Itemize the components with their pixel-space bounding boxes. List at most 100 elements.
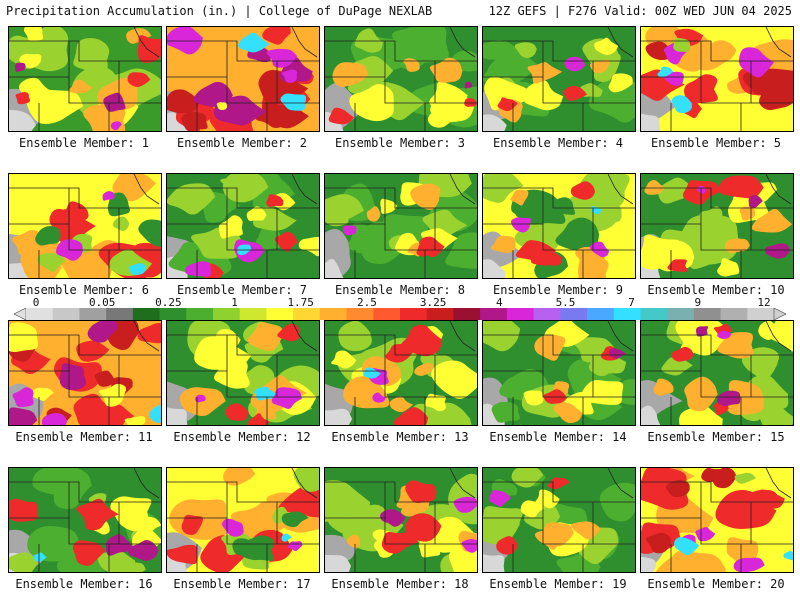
precip-contour <box>543 389 568 404</box>
precip-contour <box>405 513 442 542</box>
precip-contour <box>688 249 720 270</box>
ensemble-member-label: Ensemble Member: 6 <box>18 283 150 297</box>
precip-contour <box>717 258 740 277</box>
precip-field <box>325 468 477 572</box>
state-boundary <box>483 187 635 209</box>
precip-contour <box>277 323 300 342</box>
colorbar-min-arrow <box>14 308 27 320</box>
precip-contour <box>31 387 54 401</box>
precip-contour <box>110 121 122 131</box>
precip-field <box>167 321 319 425</box>
ensemble-member-label: Ensemble Member: 13 <box>331 430 469 444</box>
ensemble-member-label: Ensemble Member: 18 <box>331 577 469 591</box>
precip-contour <box>332 62 369 87</box>
precip-contour <box>431 360 477 399</box>
precip-contour <box>424 393 446 412</box>
precip-contour <box>589 241 610 258</box>
precip-contour <box>717 332 754 359</box>
state-boundary <box>226 224 319 251</box>
precip-contour <box>692 42 733 71</box>
ensemble-map-panel <box>482 173 636 279</box>
precip-contour <box>608 348 627 359</box>
precip-contour <box>76 340 110 362</box>
precip-contour <box>598 201 622 223</box>
precip-contour <box>372 392 386 403</box>
precip-contour <box>363 367 381 379</box>
ensemble-member-label: Ensemble Member: 15 <box>647 430 785 444</box>
state-boundary <box>607 174 634 205</box>
precip-contour <box>33 552 47 562</box>
precip-contour <box>331 350 357 369</box>
state-boundary <box>449 321 476 352</box>
low-precip-area <box>325 554 351 572</box>
precip-contour <box>338 321 372 352</box>
precip-contour <box>167 544 198 565</box>
ensemble-member-label: Ensemble Member: 10 <box>647 283 785 297</box>
state-boundary <box>9 481 161 503</box>
precip-field <box>483 468 635 572</box>
colorbar-tick-label: 0.05 <box>88 296 116 309</box>
low-precip-area <box>483 259 506 278</box>
precip-contour <box>214 357 250 389</box>
precip-contour <box>641 468 689 510</box>
precip-contour <box>405 480 437 503</box>
precip-contour <box>764 243 791 259</box>
precip-contour <box>416 244 430 257</box>
state-boundary <box>325 187 477 209</box>
precip-contour <box>751 208 793 233</box>
state-boundary <box>765 174 792 205</box>
precip-contour <box>734 472 757 484</box>
precip-contour <box>72 540 106 566</box>
precip-contour <box>666 550 726 572</box>
precip-contour <box>430 92 475 122</box>
precip-contour <box>673 37 691 52</box>
precip-contour <box>511 468 544 488</box>
precip-field <box>641 321 793 425</box>
precip-contour <box>644 179 665 195</box>
precip-contour <box>414 362 434 376</box>
state-boundary <box>226 371 319 398</box>
colorbar-segment <box>560 308 588 320</box>
precip-contour <box>167 183 216 215</box>
state-boundary <box>384 518 477 545</box>
precip-contour <box>349 84 394 122</box>
precip-contour <box>127 72 151 87</box>
precip-contour <box>646 532 671 554</box>
precip-contour <box>65 201 89 222</box>
precip-field <box>483 321 635 425</box>
precip-contour <box>9 322 39 353</box>
state-boundary <box>700 518 793 545</box>
colorbar-segment <box>640 308 668 320</box>
ensemble-map-panel <box>324 26 478 132</box>
precip-contour <box>128 263 146 275</box>
precip-contour <box>514 42 537 59</box>
colorbar-tick-label: 1 <box>231 296 238 309</box>
colorbar-segment <box>266 308 294 320</box>
precip-contour <box>287 541 303 552</box>
precip-contour <box>268 105 309 129</box>
precip-contour <box>346 534 361 549</box>
state-boundary <box>607 27 634 58</box>
colorbar-segment <box>373 308 401 320</box>
state-boundary <box>765 468 792 499</box>
precip-contour <box>41 413 68 425</box>
low-precip-area <box>325 258 344 278</box>
precip-contour <box>717 330 732 339</box>
ensemble-map-panel <box>640 320 794 426</box>
precip-contour <box>483 321 521 352</box>
colorbar-segment <box>346 308 374 320</box>
colorbar-segment <box>480 308 508 320</box>
precip-contour <box>281 69 298 83</box>
precip-contour <box>87 321 118 343</box>
colorbar-tick-label: 0.25 <box>155 296 182 309</box>
precip-contour <box>410 183 441 210</box>
colorbar-segment <box>186 308 214 320</box>
precip-contour <box>266 48 298 68</box>
state-boundary <box>68 518 161 545</box>
colorbar-segment <box>720 308 748 320</box>
colorbar-segment <box>52 308 80 320</box>
precip-contour <box>580 379 624 405</box>
precip-contour <box>124 416 146 425</box>
precip-contour <box>484 76 538 111</box>
colorbar-tick-label: 0 <box>32 296 40 309</box>
